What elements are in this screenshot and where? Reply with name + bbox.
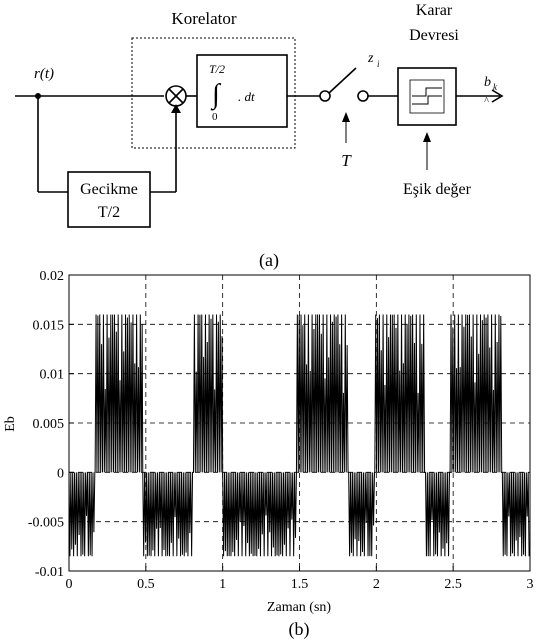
x-axis-label: Zaman (sn) — [267, 600, 331, 615]
delay-block — [67, 171, 151, 228]
decision-label-2: Devresi — [409, 27, 459, 44]
tick-label-x: 2 — [373, 577, 380, 592]
tick-label-x: 1.5 — [291, 577, 309, 592]
threshold-arrowhead — [423, 132, 431, 142]
decision-label-1: Karar — [416, 2, 453, 19]
output-label: b — [484, 75, 491, 90]
integral-lower: 0 — [212, 111, 218, 123]
delay-label-1: Gecikme — [80, 181, 138, 198]
tick-label-y: 0 — [57, 466, 64, 481]
caption-a: (a) — [259, 250, 279, 271]
integral-symbol: ∫ — [210, 79, 222, 111]
tick-label-x: 1 — [219, 577, 226, 592]
threshold-curve-lower — [412, 95, 442, 105]
correlator-box — [131, 37, 296, 149]
output-subscript: k — [493, 82, 498, 92]
sample-subscript: i — [377, 59, 380, 69]
tick-label-x: 0.5 — [137, 577, 155, 592]
multiplier-arrow — [171, 104, 181, 113]
multiplier-cross-b — [168, 88, 184, 104]
threshold-label: Eşik değer — [403, 181, 472, 198]
tick-label-x: 3 — [527, 577, 534, 592]
y-axis-label: Eb — [3, 416, 18, 432]
integrator-block — [196, 54, 288, 128]
signal-label: r(t) — [34, 66, 54, 82]
block-diagram: r(t) Gecikme T/2 Korelator T/2 ∫ 0 . dt … — [15, 2, 504, 271]
plot-ticks: 0 0.5 1 1.5 2 2.5 3 0.02 0.015 0.01 0.005 0 -0.005 -0… — [28, 269, 534, 592]
threshold-curve-upper — [412, 87, 442, 97]
tick-label-x: 0 — [66, 577, 73, 592]
switch-label: T — [341, 151, 352, 170]
correlator-label: Korelator — [171, 9, 236, 28]
tick-label-y: 0.005 — [33, 417, 65, 432]
integral-upper: T/2 — [209, 62, 225, 76]
sample-label: z — [367, 51, 374, 66]
output-arrowhead — [491, 89, 504, 103]
switch-right-contact — [357, 90, 369, 102]
switch-arm — [328, 67, 357, 94]
switch-left-contact — [319, 90, 331, 102]
tick-label-y: -0.005 — [28, 516, 64, 531]
tick-label-y: 0.01 — [40, 368, 65, 383]
decision-block — [397, 67, 457, 126]
integral-body: . dt — [238, 89, 255, 104]
switch-clock-arrowhead — [342, 112, 350, 122]
tick-label-y: -0.01 — [35, 565, 64, 580]
output-hat: ^ — [484, 96, 489, 107]
caption-b: (b) — [289, 619, 310, 640]
delay-label-2: T/2 — [98, 204, 120, 221]
tick-label-x: 2.5 — [444, 577, 462, 592]
decision-inner — [409, 79, 445, 114]
tick-label-y: 0.015 — [33, 318, 65, 333]
eb-plot: 0 0.5 1 1.5 2 2.5 3 0.02 0.015 0.01 0.005 0 -0.005 -0… — [3, 269, 534, 640]
tick-label-y: 0.02 — [40, 269, 65, 284]
eb-trace — [68, 314, 530, 557]
